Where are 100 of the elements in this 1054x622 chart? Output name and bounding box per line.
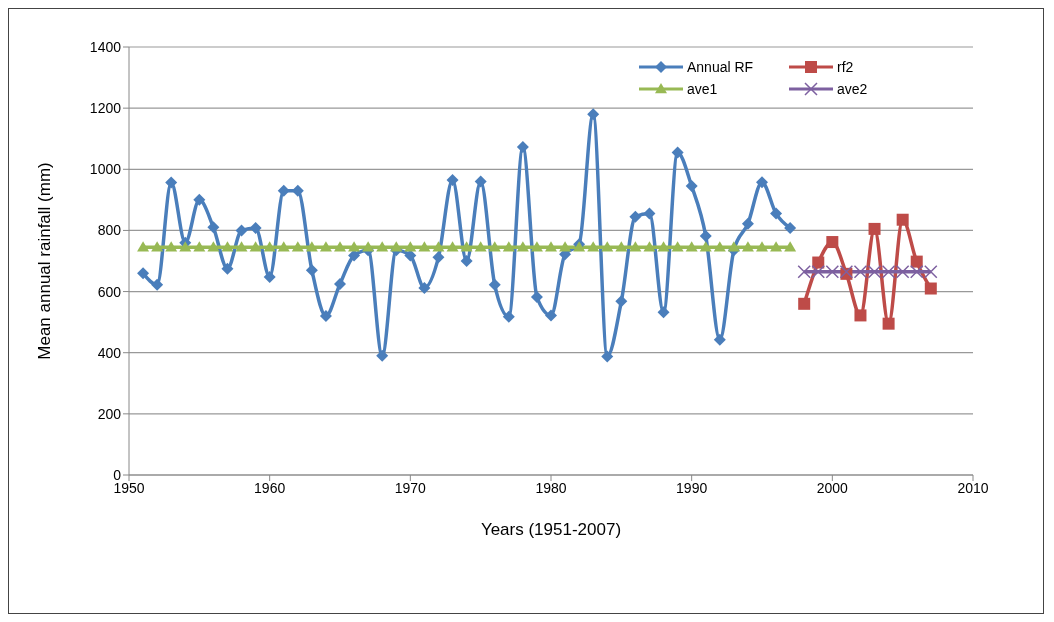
- point: [488, 241, 501, 252]
- point: [305, 241, 318, 252]
- point: [671, 146, 684, 159]
- point: [530, 291, 543, 304]
- point: [376, 349, 389, 362]
- point: [179, 241, 192, 252]
- point: [909, 264, 924, 279]
- point: [319, 310, 332, 323]
- point: [784, 221, 797, 234]
- point: [474, 175, 487, 188]
- point: [235, 224, 248, 237]
- point: [334, 241, 346, 252]
- point: [545, 241, 557, 252]
- point: [249, 241, 262, 252]
- point: [713, 241, 726, 252]
- point: [151, 241, 164, 252]
- point: [376, 241, 389, 252]
- point: [235, 241, 248, 252]
- point: [826, 236, 839, 249]
- point: [825, 264, 840, 279]
- point: [615, 241, 628, 252]
- point: [784, 241, 797, 252]
- point: [685, 180, 698, 193]
- point: [881, 264, 896, 279]
- point: [770, 241, 783, 252]
- point: [685, 241, 698, 252]
- y-tick-label: 600: [97, 283, 122, 300]
- point: [811, 264, 826, 279]
- point: [657, 241, 670, 252]
- point: [854, 309, 867, 322]
- y-tick-label: 200: [97, 405, 122, 422]
- legend-label: rf2: [837, 59, 854, 75]
- point: [643, 207, 656, 220]
- point: [446, 173, 459, 186]
- y-tick-label: 1400: [89, 38, 122, 55]
- y-tick-label: 1200: [89, 100, 122, 117]
- x-tick-label: 2000: [816, 479, 849, 496]
- point: [798, 297, 811, 310]
- point: [713, 333, 726, 346]
- point: [291, 241, 304, 252]
- point: [629, 210, 642, 223]
- legend-label: Annual RF: [687, 59, 754, 75]
- point: [460, 255, 473, 267]
- point: [404, 241, 417, 252]
- point: [924, 282, 937, 295]
- point: [277, 184, 290, 197]
- point: [756, 176, 768, 189]
- point: [867, 264, 882, 279]
- y-axis-title: Mean annual rainfall (mm): [35, 162, 55, 360]
- point: [516, 241, 529, 252]
- point: [319, 241, 332, 252]
- point: [249, 221, 262, 234]
- point: [629, 241, 642, 252]
- point: [418, 241, 431, 252]
- point: [432, 251, 445, 264]
- point: [895, 264, 910, 279]
- point: [615, 295, 628, 308]
- y-tick-label: 1000: [89, 161, 122, 178]
- point: [137, 267, 150, 280]
- point: [516, 140, 529, 153]
- x-axis-title: Years (1951-2007): [480, 520, 622, 539]
- point: [193, 193, 206, 206]
- point: [727, 241, 740, 252]
- point: [910, 255, 923, 268]
- point: [559, 241, 572, 252]
- y-tick-label: 800: [97, 222, 122, 239]
- point: [418, 281, 431, 294]
- point: [853, 264, 868, 279]
- point: [545, 309, 557, 322]
- point: [165, 241, 178, 252]
- point: [432, 241, 445, 252]
- point: [207, 241, 220, 252]
- point: [137, 241, 150, 252]
- point: [896, 213, 909, 226]
- point: [348, 241, 361, 252]
- point: [770, 207, 783, 220]
- point: [151, 278, 164, 291]
- point: [587, 108, 600, 121]
- point: [741, 217, 754, 230]
- point: [741, 241, 754, 252]
- point: [263, 270, 276, 283]
- point: [699, 229, 712, 242]
- point: [334, 277, 346, 290]
- point: [207, 221, 220, 234]
- point: [193, 241, 206, 252]
- point: [390, 241, 403, 252]
- point: [362, 241, 375, 252]
- x-tick-label: 2010: [957, 479, 989, 496]
- point: [601, 241, 614, 252]
- point: [277, 241, 290, 252]
- point: [502, 310, 515, 323]
- point: [530, 241, 543, 252]
- point: [868, 222, 881, 235]
- y-tick-label: 400: [97, 344, 122, 361]
- point: [460, 241, 473, 252]
- x-tick-label: 1960: [254, 479, 286, 496]
- point: [924, 264, 938, 279]
- legend-label: ave2: [837, 81, 868, 97]
- point: [221, 262, 234, 275]
- x-tick-label: 1970: [394, 479, 427, 496]
